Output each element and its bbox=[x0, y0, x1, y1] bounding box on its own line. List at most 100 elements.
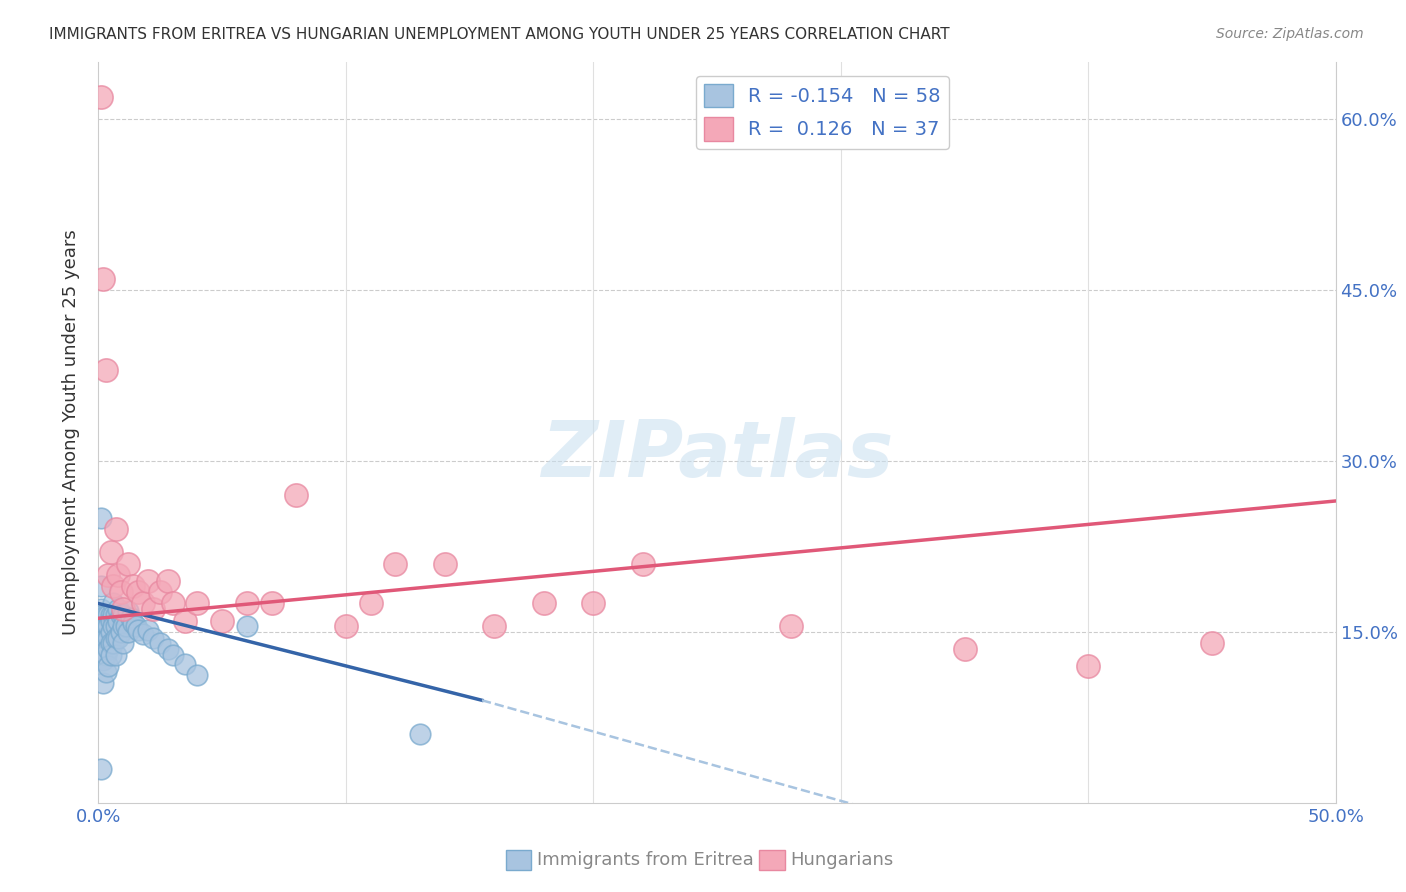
Point bbox=[107, 631, 129, 645]
Point bbox=[97, 568, 120, 582]
Point bbox=[122, 579, 145, 593]
Point bbox=[110, 607, 132, 622]
Point bbox=[100, 624, 122, 639]
Point bbox=[136, 623, 159, 637]
Point bbox=[124, 619, 146, 633]
Point bbox=[90, 89, 112, 103]
Point bbox=[94, 631, 117, 645]
Point bbox=[117, 604, 139, 618]
Point bbox=[93, 676, 115, 690]
Point bbox=[103, 636, 125, 650]
Point bbox=[110, 585, 132, 599]
Point bbox=[97, 659, 120, 673]
Point bbox=[780, 619, 803, 633]
Point bbox=[90, 579, 112, 593]
Point bbox=[94, 363, 117, 377]
Point bbox=[93, 631, 115, 645]
Point bbox=[335, 619, 357, 633]
Text: Immigrants from Eritrea: Immigrants from Eritrea bbox=[537, 851, 754, 869]
Point bbox=[127, 585, 149, 599]
Point bbox=[1077, 659, 1099, 673]
Point bbox=[211, 614, 233, 628]
Point bbox=[186, 668, 208, 682]
Point bbox=[94, 665, 117, 679]
Text: Source: ZipAtlas.com: Source: ZipAtlas.com bbox=[1216, 27, 1364, 41]
Point bbox=[103, 579, 125, 593]
Point bbox=[93, 653, 115, 667]
Point bbox=[582, 597, 605, 611]
Point bbox=[107, 602, 129, 616]
Point bbox=[533, 597, 555, 611]
Point bbox=[103, 597, 125, 611]
Point bbox=[285, 488, 308, 502]
Point bbox=[112, 602, 135, 616]
Point bbox=[132, 627, 155, 641]
Point bbox=[93, 642, 115, 657]
Point bbox=[100, 614, 122, 628]
Point bbox=[132, 597, 155, 611]
Point bbox=[114, 619, 136, 633]
Point bbox=[104, 631, 127, 645]
Point bbox=[142, 631, 165, 645]
Point bbox=[103, 619, 125, 633]
Point bbox=[1201, 636, 1223, 650]
Point bbox=[136, 574, 159, 588]
Point bbox=[97, 642, 120, 657]
Point bbox=[104, 523, 127, 537]
Point bbox=[117, 624, 139, 639]
Point bbox=[97, 607, 120, 622]
Point bbox=[94, 607, 117, 622]
Point bbox=[93, 272, 115, 286]
Point bbox=[104, 607, 127, 622]
Point bbox=[97, 631, 120, 645]
Point bbox=[112, 607, 135, 622]
Point bbox=[120, 611, 142, 625]
Point bbox=[104, 648, 127, 662]
Point bbox=[433, 557, 456, 571]
Point bbox=[384, 557, 406, 571]
Point bbox=[409, 727, 432, 741]
Point bbox=[142, 602, 165, 616]
Point bbox=[236, 597, 259, 611]
Point bbox=[90, 602, 112, 616]
Point bbox=[112, 636, 135, 650]
Point bbox=[236, 619, 259, 633]
Point bbox=[100, 636, 122, 650]
Point bbox=[149, 636, 172, 650]
Point bbox=[122, 615, 145, 630]
Point bbox=[174, 657, 197, 671]
Point bbox=[107, 614, 129, 628]
Y-axis label: Unemployment Among Youth under 25 years: Unemployment Among Youth under 25 years bbox=[62, 230, 80, 635]
Point bbox=[100, 545, 122, 559]
Point bbox=[97, 619, 120, 633]
Point bbox=[94, 619, 117, 633]
Point bbox=[94, 648, 117, 662]
Point bbox=[162, 648, 184, 662]
Point bbox=[90, 511, 112, 525]
Point bbox=[162, 597, 184, 611]
Point bbox=[127, 623, 149, 637]
Point bbox=[156, 642, 179, 657]
Point bbox=[117, 557, 139, 571]
Text: ZIPatlas: ZIPatlas bbox=[541, 417, 893, 493]
Point bbox=[953, 642, 976, 657]
Text: IMMIGRANTS FROM ERITREA VS HUNGARIAN UNEMPLOYMENT AMONG YOUTH UNDER 25 YEARS COR: IMMIGRANTS FROM ERITREA VS HUNGARIAN UNE… bbox=[49, 27, 950, 42]
Point bbox=[484, 619, 506, 633]
Point bbox=[112, 619, 135, 633]
Point bbox=[186, 597, 208, 611]
Point bbox=[103, 607, 125, 622]
Point bbox=[174, 614, 197, 628]
Point bbox=[156, 574, 179, 588]
Point bbox=[631, 557, 654, 571]
Point bbox=[104, 619, 127, 633]
Point bbox=[100, 607, 122, 622]
Point bbox=[360, 597, 382, 611]
Point bbox=[260, 597, 283, 611]
Point bbox=[110, 624, 132, 639]
Point bbox=[149, 585, 172, 599]
Text: Hungarians: Hungarians bbox=[790, 851, 893, 869]
Point bbox=[93, 619, 115, 633]
Point bbox=[90, 762, 112, 776]
Legend: R = -0.154   N = 58, R =  0.126   N = 37: R = -0.154 N = 58, R = 0.126 N = 37 bbox=[696, 76, 949, 149]
Point bbox=[100, 648, 122, 662]
